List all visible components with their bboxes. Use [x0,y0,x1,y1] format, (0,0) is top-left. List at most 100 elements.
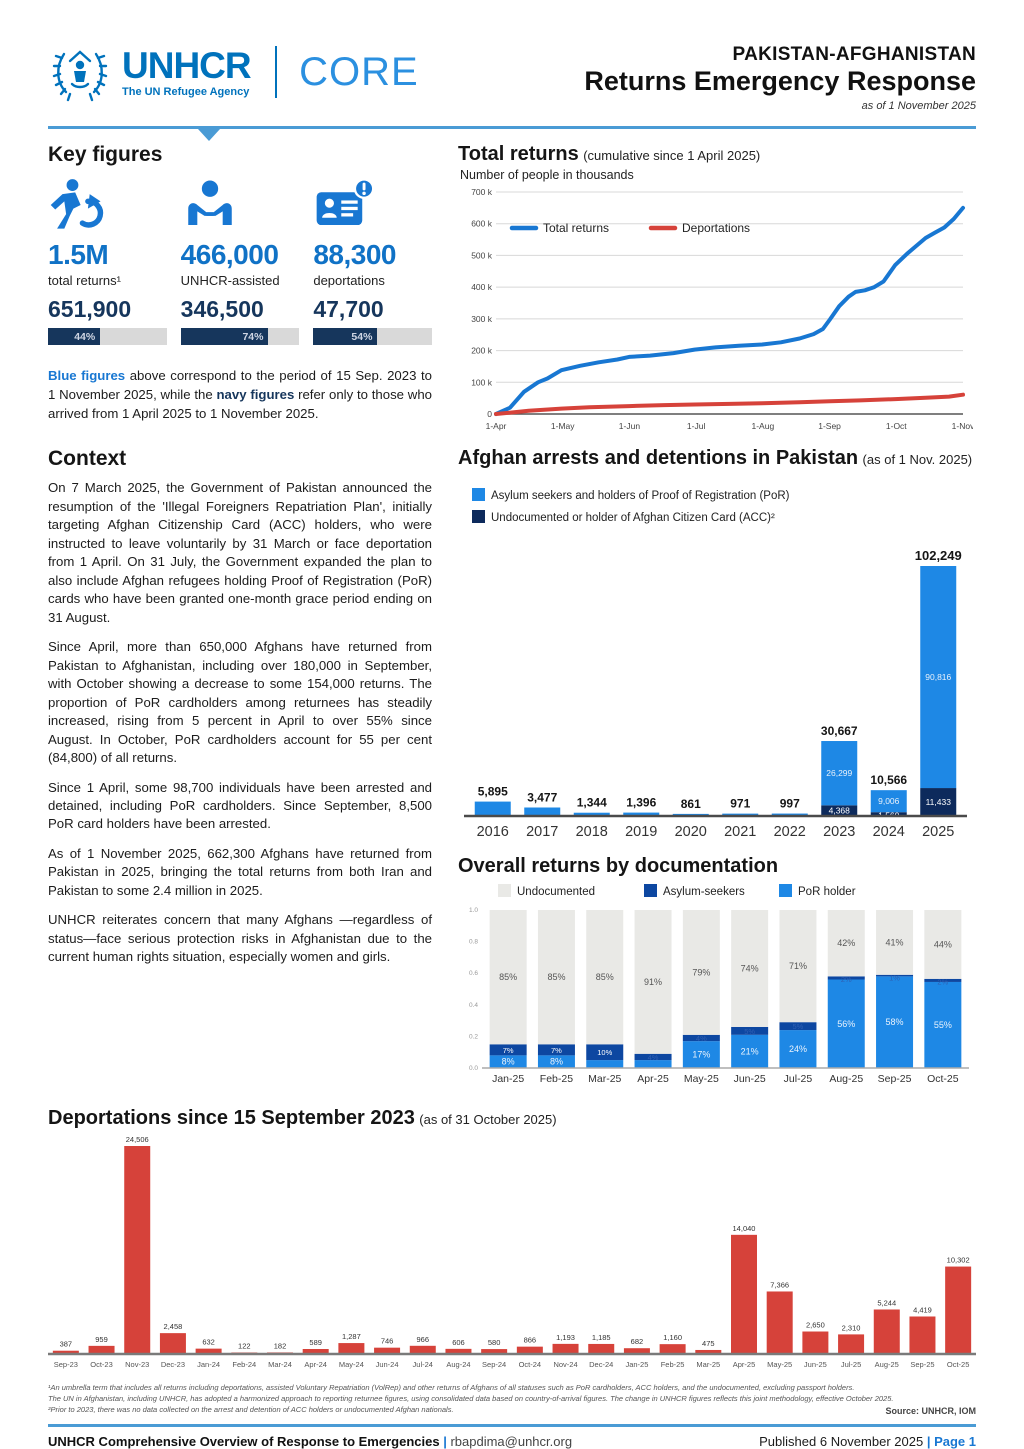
svg-text:14,040: 14,040 [733,1224,756,1233]
svg-text:2%: 2% [937,977,948,986]
source-note: Source: UNHCR, IOM [885,1405,976,1416]
stat-navy-value: 651,900 [48,296,132,323]
progress-label: 44% [74,330,96,343]
svg-text:0.8: 0.8 [469,939,478,946]
stat-label: deportations [313,273,385,289]
context-paragraph: On 7 March 2025, the Government of Pakis… [48,480,432,625]
svg-text:300 k: 300 k [471,314,493,324]
footer-page-ref: | Page 1 [926,1433,976,1449]
svg-text:500 k: 500 k [471,250,493,260]
stat-big-value: 88,300 [313,239,396,271]
stat-unhcr-assisted: 466,000 UNHCR-assisted 346,500 74% [180,175,300,346]
logo-divider [274,46,278,98]
footnote-line: The UN in Afghanistan, including UNHCR, … [48,1393,894,1403]
svg-text:Jul-24: Jul-24 [413,1360,433,1369]
footer-title: UNHCR Comprehensive Overview of Response… [48,1433,440,1449]
svg-text:1,193: 1,193 [556,1333,575,1342]
svg-text:1-Nov: 1-Nov [952,421,973,431]
svg-text:1-Jun: 1-Jun [619,421,641,431]
progress-label: 74% [242,330,264,343]
svg-text:Apr-25: Apr-25 [733,1360,756,1369]
svg-text:600 k: 600 k [471,219,493,229]
svg-text:Dec-24: Dec-24 [589,1360,613,1369]
svg-text:2024: 2024 [873,824,905,840]
svg-text:Asylum seekers and holders of: Asylum seekers and holders of Proof of R… [491,490,790,502]
svg-text:5,244: 5,244 [877,1299,896,1308]
svg-text:May-25: May-25 [684,1073,719,1085]
svg-text:7%: 7% [503,1046,514,1055]
svg-text:3,477: 3,477 [527,791,557,805]
left-column: Key figures [48,143,433,1099]
svg-text:5%: 5% [744,1027,755,1036]
svg-text:5%: 5% [793,1022,804,1031]
footnote-line: ²Prior to 2023, there was no data collec… [48,1404,454,1414]
svg-text:Nov-23: Nov-23 [125,1360,149,1369]
progress-fill: 54% [313,328,378,346]
svg-text:Jan-24: Jan-24 [197,1360,220,1369]
svg-text:1-Jul: 1-Jul [687,421,706,431]
svg-text:24,506: 24,506 [126,1135,149,1144]
svg-text:Mar-25: Mar-25 [696,1360,720,1369]
svg-text:1-Sep: 1-Sep [818,421,841,431]
svg-text:Dec-23: Dec-23 [161,1360,185,1369]
context-paragraph: UNHCR reiterates concern that many Afgha… [48,912,432,965]
documentation-title: Overall returns by documentation [458,855,779,878]
logo-core: CORE [299,50,419,94]
svg-text:Mar-25: Mar-25 [588,1073,621,1085]
svg-text:Oct-23: Oct-23 [90,1360,113,1369]
svg-text:11,433: 11,433 [926,797,952,807]
footer-separator: | [443,1433,447,1449]
svg-text:1-May: 1-May [551,421,575,431]
svg-text:Undocumented or holder of Afgh: Undocumented or holder of Afghan Citizen… [491,512,775,524]
svg-text:10,302: 10,302 [947,1256,970,1265]
svg-text:4%: 4% [696,1034,707,1043]
arrests-title-suffix: (as of 1 Nov. 2025) [862,452,973,468]
progress-track: 54% [313,328,433,346]
svg-text:30,667: 30,667 [821,724,858,738]
footnotes: ¹An umbrella term that includes all retu… [48,1383,976,1416]
note-blue-figures: Blue figures [48,368,126,384]
svg-text:5,895: 5,895 [478,785,508,799]
footer-email-link[interactable]: rbapdima@unhcr.org [450,1433,573,1449]
svg-text:58%: 58% [886,1017,904,1027]
total-returns-chart-block: Total returns (cumulative since 1 April … [458,143,976,441]
arrests-bar-chart: Asylum seekers and holders of Proof of R… [464,488,967,840]
stat-navy-value: 346,500 [180,296,264,323]
arrests-chart-block: Afghan arrests and detentions in Pakista… [458,447,976,849]
svg-text:26,299: 26,299 [826,768,852,778]
id-card-alert-icon [313,175,432,233]
svg-text:Jan-25: Jan-25 [492,1073,524,1085]
stat-deportations: 88,300 deportations 47,700 54% [313,175,433,346]
helping-hands-icon [181,175,300,233]
svg-text:1-Oct: 1-Oct [886,421,907,431]
svg-text:44%: 44% [934,939,952,949]
svg-text:74%: 74% [741,964,759,974]
svg-text:Feb-25: Feb-25 [661,1360,685,1369]
svg-text:2022: 2022 [774,824,806,840]
svg-text:Undocumented: Undocumented [517,886,595,898]
header-rule-notch [198,129,220,142]
svg-text:Jul-25: Jul-25 [784,1073,813,1085]
svg-text:1,185: 1,185 [592,1333,611,1342]
svg-text:Jan-25: Jan-25 [625,1360,648,1369]
svg-text:100 k: 100 k [471,377,493,387]
svg-text:1,396: 1,396 [626,796,656,810]
key-figures-row: 1.5M total returns¹ 651,900 44% [48,175,433,346]
svg-text:2016: 2016 [477,824,509,840]
header-rule [48,126,976,142]
svg-text:Mar-24: Mar-24 [268,1360,292,1369]
svg-text:866: 866 [524,1336,537,1345]
progress-track: 74% [180,328,300,346]
svg-text:May-24: May-24 [339,1360,364,1369]
svg-text:85%: 85% [547,972,565,982]
svg-text:959: 959 [95,1335,108,1344]
svg-text:0: 0 [487,409,492,419]
svg-text:0.4: 0.4 [469,1002,478,1009]
svg-text:21%: 21% [741,1046,759,1056]
svg-text:91%: 91% [644,977,662,987]
svg-text:Jun-25: Jun-25 [804,1360,827,1369]
svg-text:1-Aug: 1-Aug [752,421,775,431]
runner-return-icon [48,175,167,233]
svg-text:8%: 8% [502,1057,515,1067]
svg-text:17%: 17% [692,1050,710,1060]
